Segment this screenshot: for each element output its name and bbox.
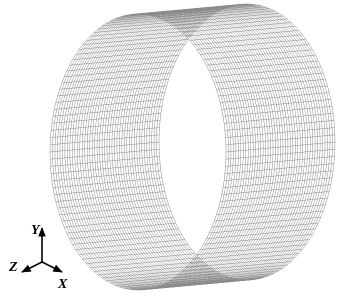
x-axis-label: X bbox=[57, 277, 68, 292]
y-axis-label: Y bbox=[31, 223, 41, 238]
mesh-ring-line bbox=[102, 9, 278, 285]
cylinder-mesh bbox=[50, 4, 335, 290]
z-axis-arrow bbox=[22, 262, 42, 272]
page: Y Z X (() => { const data = JSON.parse(d… bbox=[0, 0, 342, 296]
mesh-ring-line bbox=[107, 9, 283, 285]
x-axis-arrow bbox=[42, 262, 62, 272]
z-axis-label: Z bbox=[8, 260, 18, 275]
viewport: Y Z X bbox=[0, 0, 342, 296]
axis-triad bbox=[22, 228, 62, 272]
mesh-ring-line bbox=[105, 9, 281, 285]
